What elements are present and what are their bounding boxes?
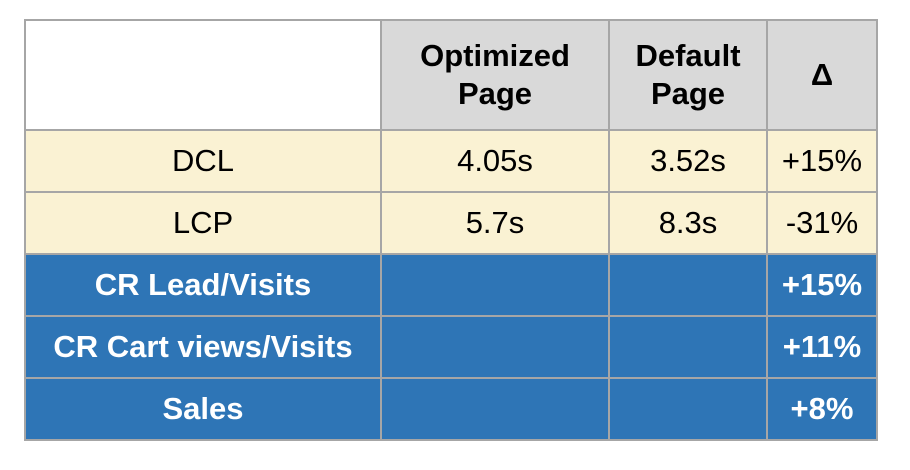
cell-dcl-optimized: 4.05s: [380, 129, 610, 193]
cell-cr-lead-optimized: [380, 253, 610, 317]
row-label-lcp: LCP: [24, 191, 382, 255]
table-row-dcl: DCL 4.05s 3.52s +15%: [24, 129, 878, 193]
cell-cr-cart-delta: +11%: [766, 315, 878, 379]
row-label-dcl: DCL: [24, 129, 382, 193]
table-row-cr-cart-views-visits: CR Cart views/Visits +11%: [24, 315, 878, 379]
cell-dcl-default: 3.52s: [608, 129, 768, 193]
row-label-cr-cart-views-visits: CR Cart views/Visits: [24, 315, 382, 379]
table-row-sales: Sales +8%: [24, 377, 878, 441]
metrics-comparison-table: Optimized Page Default Page Δ DCL 4.05s …: [24, 19, 878, 441]
cell-cr-lead-delta: +15%: [766, 253, 878, 317]
cell-sales-optimized: [380, 377, 610, 441]
table-header-row: Optimized Page Default Page Δ: [24, 19, 878, 131]
cell-lcp-default: 8.3s: [608, 191, 768, 255]
cell-cr-cart-optimized: [380, 315, 610, 379]
col-header-delta: Δ: [766, 19, 878, 131]
row-label-cr-lead-visits: CR Lead/Visits: [24, 253, 382, 317]
cell-dcl-delta: +15%: [766, 129, 878, 193]
cell-sales-default: [608, 377, 768, 441]
col-header-default-page: Default Page: [608, 19, 768, 131]
cell-sales-delta: +8%: [766, 377, 878, 441]
table-row-lcp: LCP 5.7s 8.3s -31%: [24, 191, 878, 255]
row-label-sales: Sales: [24, 377, 382, 441]
cell-lcp-delta: -31%: [766, 191, 878, 255]
cell-cr-cart-default: [608, 315, 768, 379]
table-row-cr-lead-visits: CR Lead/Visits +15%: [24, 253, 878, 317]
cell-cr-lead-default: [608, 253, 768, 317]
cell-lcp-optimized: 5.7s: [380, 191, 610, 255]
corner-cell: [24, 19, 382, 131]
col-header-optimized-page: Optimized Page: [380, 19, 610, 131]
